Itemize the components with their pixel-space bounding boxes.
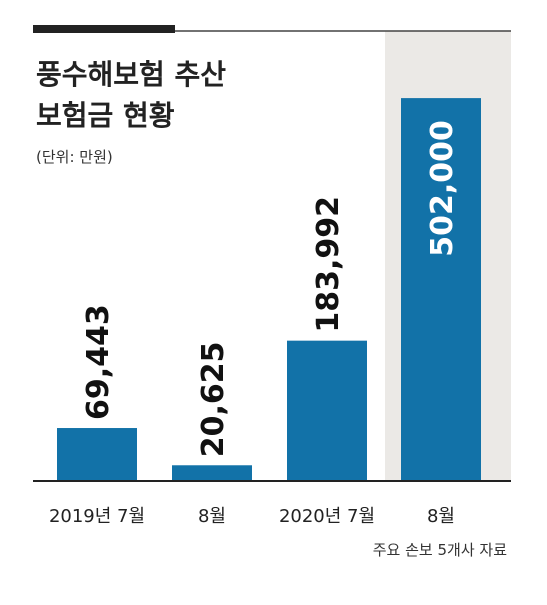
value-label-3: 502,000 bbox=[425, 120, 460, 257]
header-bar bbox=[33, 25, 175, 33]
bars-group bbox=[57, 98, 481, 481]
x-label-0: 2019년 7월 bbox=[49, 506, 145, 527]
value-label-0: 69,443 bbox=[81, 304, 116, 420]
source-note: 주요 손보 5개사 자료 bbox=[373, 541, 507, 559]
chart-title-line-2: 보험금 현황 bbox=[36, 99, 175, 132]
value-label-2: 183,992 bbox=[311, 196, 346, 333]
value-labels-group: 69,443 20,625 183,992 502,000 bbox=[81, 120, 460, 457]
bar-1 bbox=[172, 465, 252, 481]
x-label-3: 8월 bbox=[427, 506, 455, 527]
bar-3 bbox=[401, 98, 481, 481]
unit-note: (단위: 만원) bbox=[36, 148, 113, 166]
value-label-1: 20,625 bbox=[196, 341, 231, 457]
bar-0 bbox=[57, 428, 137, 481]
bar-2 bbox=[287, 340, 367, 481]
x-label-1: 8월 bbox=[198, 506, 226, 527]
chart-title-line-1: 풍수해보험 추산 bbox=[36, 58, 226, 91]
x-label-2: 2020년 7월 bbox=[279, 506, 375, 527]
x-labels-group: 2019년 7월 8월 2020년 7월 8월 bbox=[49, 506, 455, 527]
